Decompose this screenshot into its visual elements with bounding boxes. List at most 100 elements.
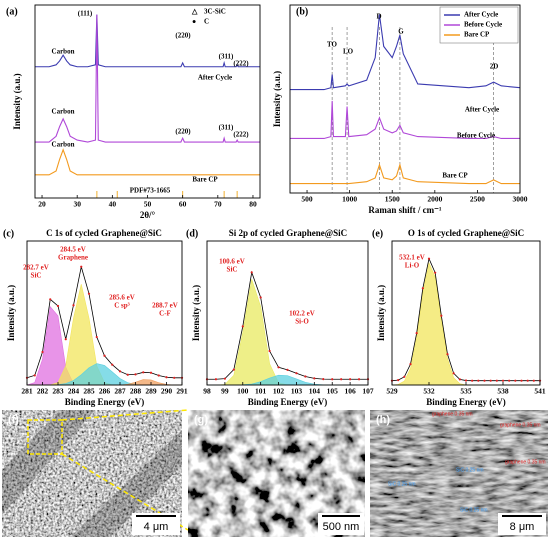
annotation: TO — [327, 41, 338, 49]
annotation: 285.6 eV — [109, 294, 135, 302]
annotation: 288.7 eV — [152, 302, 178, 310]
x-tick-label: 30 — [73, 200, 81, 209]
data-point — [415, 332, 418, 335]
x-axis-label: Binding Energy (eV) — [426, 397, 506, 407]
data-point — [349, 378, 352, 381]
x-tick-label: 103 — [291, 387, 303, 396]
data-point — [452, 372, 455, 375]
plot-frame — [34, 4, 261, 199]
data-point — [223, 377, 226, 380]
x-tick-label: 289 — [145, 387, 157, 396]
scale-text: 8 μm — [510, 521, 535, 533]
data-point — [149, 371, 153, 374]
data-point — [464, 379, 468, 382]
series-line — [207, 270, 368, 380]
x-tick-label: 288 — [130, 387, 142, 396]
x-tick-label: 98 — [203, 387, 211, 396]
series-line — [290, 100, 520, 140]
legend-symbol: ● — [192, 18, 196, 26]
y-axis-label: Intensity (a.u.) — [6, 285, 16, 341]
plot-frame — [289, 4, 521, 194]
data-point — [331, 378, 334, 381]
annotation: D — [376, 13, 381, 21]
data-point — [49, 298, 52, 301]
lattice-label: graphene 0.35 nm — [432, 411, 473, 417]
data-point — [340, 378, 343, 381]
lattice-label: graphene 0.35 nm — [505, 459, 546, 465]
data-point — [295, 372, 298, 375]
data-point — [250, 271, 253, 274]
series-line — [290, 14, 521, 91]
data-point — [165, 376, 168, 379]
scale-box — [318, 513, 364, 535]
data-point — [241, 325, 244, 328]
data-point — [95, 335, 98, 339]
annotation: G — [398, 28, 404, 36]
annotation: C sp³ — [114, 302, 130, 310]
annotation: Bare CP — [442, 172, 468, 180]
data-point — [495, 379, 498, 382]
annotation: 282.7 eV — [23, 264, 49, 272]
data-point — [440, 314, 443, 317]
data-point — [501, 379, 505, 382]
annotation: Si-O — [295, 318, 309, 326]
data-point — [214, 378, 218, 381]
data-point — [33, 374, 36, 377]
x-tick-label: 107 — [362, 387, 374, 396]
data-point — [322, 377, 325, 381]
data-point — [427, 257, 431, 260]
panel-label: (g) — [194, 414, 208, 426]
data-point — [357, 378, 361, 381]
x-tick-label: 538 — [497, 387, 509, 396]
annotation: Bare CP — [192, 176, 218, 184]
data-point — [477, 379, 480, 382]
x-tick-label: 106 — [344, 387, 356, 396]
x-tick-label: 541 — [534, 387, 546, 396]
data-point — [508, 379, 511, 382]
series-line — [290, 162, 520, 185]
annotation: (111) — [78, 10, 93, 18]
data-point — [142, 371, 145, 374]
annotation: (222) — [233, 60, 249, 68]
lattice-label: SiC 0.25 nm — [456, 467, 484, 473]
x-tick-label: 20 — [38, 200, 46, 209]
data-point — [173, 376, 176, 379]
data-point — [134, 373, 137, 376]
data-point — [313, 377, 316, 380]
component-area — [391, 262, 540, 386]
data-point — [103, 354, 106, 357]
panel-label: (a) — [6, 6, 18, 17]
y-axis-label: Intensity (a.u.) — [191, 285, 201, 341]
data-point — [41, 350, 44, 354]
data-point — [111, 363, 114, 366]
lattice-label: graphene 0.35 nm — [500, 422, 541, 428]
data-point — [87, 292, 91, 295]
lattice-label: SiC 0.25 nm — [388, 481, 416, 487]
zoom-line — [61, 409, 189, 421]
annotation: SiC — [31, 272, 42, 280]
data-point — [520, 379, 523, 382]
lattice-label: SiC 0.25 nm — [460, 507, 488, 513]
x-tick-label: 50 — [144, 200, 152, 209]
x-tick-label: 3000 — [513, 195, 528, 204]
plot-frame — [206, 240, 369, 386]
x-tick-label: 281 — [21, 387, 33, 396]
x-tick-label: 529 — [386, 387, 398, 396]
data-point — [397, 379, 400, 382]
x-tick-label: 286 — [99, 387, 111, 396]
x-tick-label: 1500 — [385, 195, 400, 204]
x-axis-label: 2θ/° — [140, 210, 156, 220]
scale-text: 4 μm — [144, 521, 169, 533]
x-axis-label: Raman shift / cm⁻¹ — [368, 205, 441, 215]
shadow-band — [70, 430, 182, 537]
data-point — [268, 349, 271, 353]
x-tick-label: 287 — [114, 387, 126, 396]
data-point — [232, 368, 235, 371]
x-tick-label: 535 — [460, 387, 472, 396]
data-point — [532, 379, 535, 382]
x-tick-label: 282 — [37, 387, 49, 396]
legend-label: 3C-SiC — [204, 8, 226, 16]
x-tick-label: 102 — [273, 387, 285, 396]
legend-label: Before Cycle — [464, 21, 502, 29]
annotation: Carbon — [52, 108, 75, 116]
